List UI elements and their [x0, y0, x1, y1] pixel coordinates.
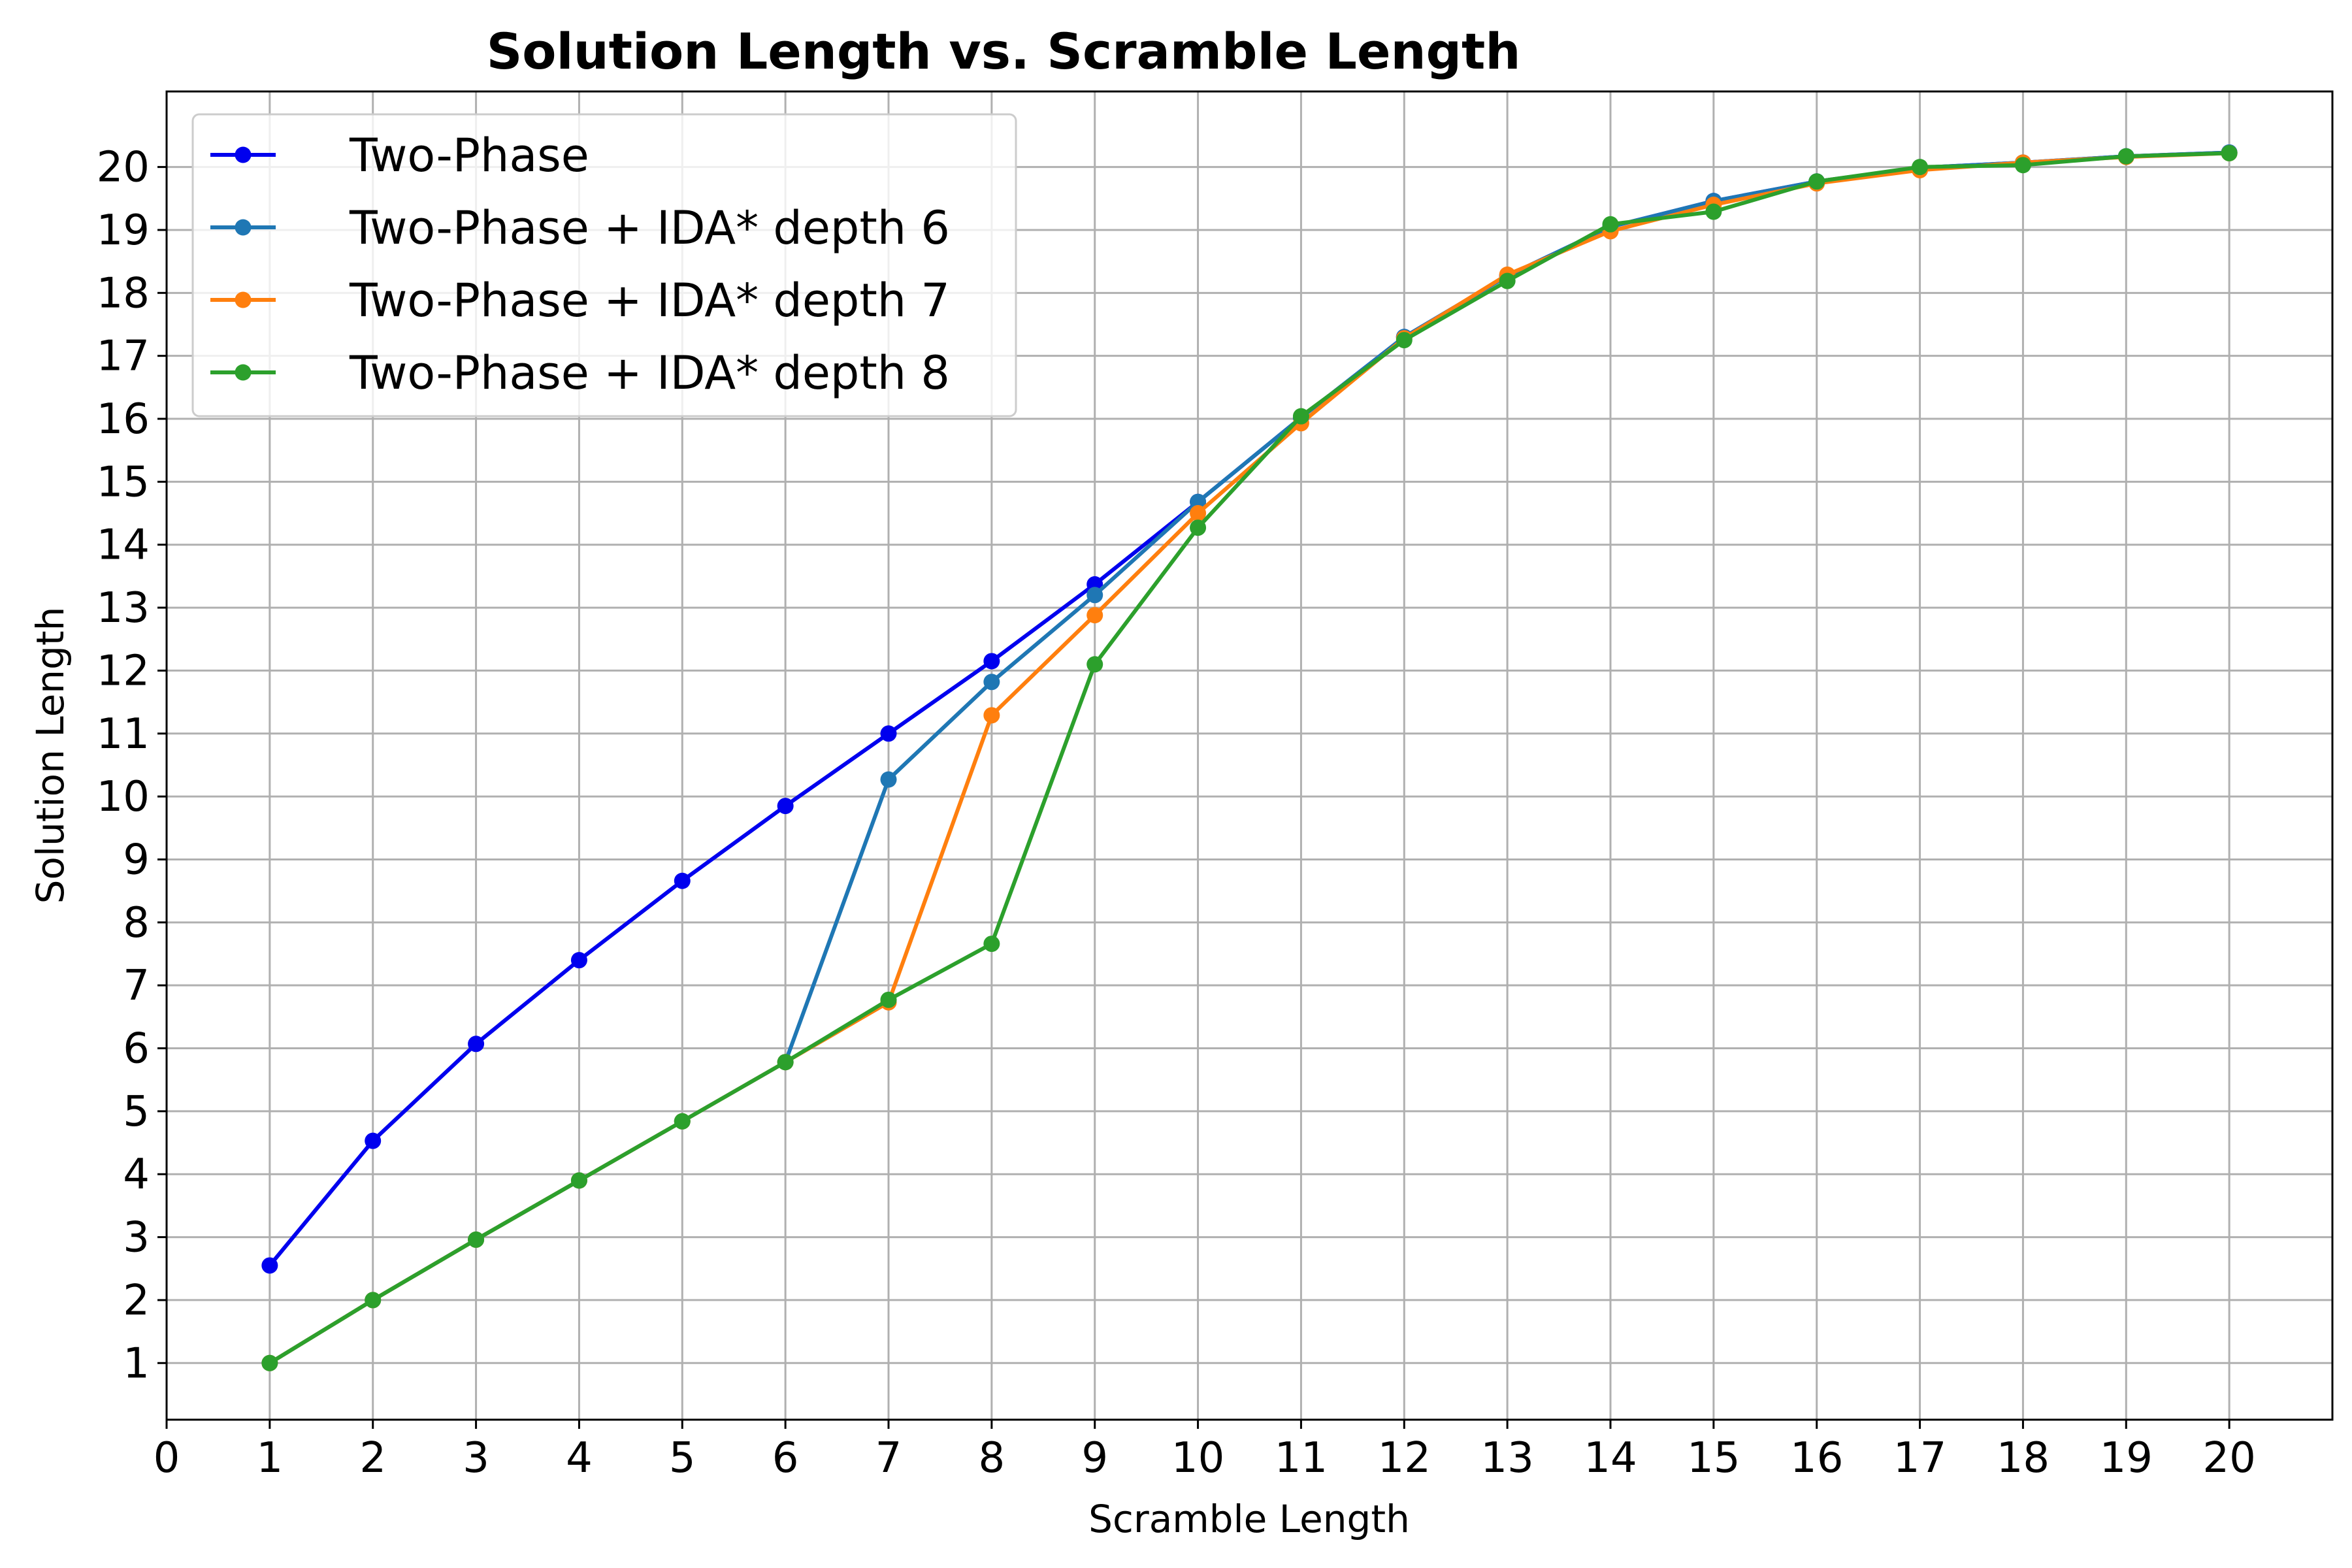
y-tick-label: 8 [123, 899, 150, 947]
data-point [468, 1036, 485, 1053]
data-point [880, 771, 897, 788]
x-tick-label: 12 [1378, 1434, 1431, 1482]
x-tick-label: 18 [1997, 1434, 2050, 1482]
y-tick-label: 2 [123, 1277, 150, 1325]
y-tick-label: 19 [97, 206, 150, 255]
legend-swatch-marker [235, 146, 252, 163]
legend-swatch-marker [235, 219, 252, 236]
y-tick-label: 4 [123, 1151, 150, 1199]
y-tick-label: 7 [123, 962, 150, 1010]
legend-label: Two-Phase [349, 129, 589, 182]
data-point [570, 952, 587, 969]
plot-frame [165, 90, 2334, 1421]
data-point [2221, 144, 2238, 161]
x-tick-label: 4 [566, 1434, 593, 1482]
legend-label: Two-Phase + IDA* depth 6 [349, 201, 950, 255]
data-point [983, 674, 1000, 691]
x-tick-label: 13 [1480, 1434, 1533, 1482]
data-point [261, 1354, 278, 1371]
legend-item: Two-Phase + IDA* depth 6 [210, 201, 950, 255]
data-point [880, 991, 897, 1008]
data-point [674, 872, 691, 889]
legend-swatch-marker [235, 291, 252, 308]
data-point [2117, 148, 2134, 165]
data-point [1086, 656, 1103, 673]
data-point [983, 707, 1000, 724]
y-tick-label: 17 [97, 333, 150, 381]
data-point [1705, 203, 1722, 220]
y-tick-label: 15 [97, 458, 150, 506]
legend-item: Two-Phase + IDA* depth 7 [210, 274, 950, 327]
y-tick-label: 3 [123, 1214, 150, 1262]
legend-label: Two-Phase + IDA* depth 7 [349, 274, 950, 327]
y-tick-label: 14 [97, 521, 150, 570]
x-tick-label: 8 [978, 1434, 1005, 1482]
data-point [1602, 216, 1619, 233]
data-point [880, 725, 897, 742]
legend-box [191, 113, 1017, 417]
data-point [777, 1054, 794, 1071]
y-tick-label: 12 [97, 647, 150, 695]
x-tick-label: 0 [154, 1434, 180, 1482]
x-tick-label: 11 [1275, 1434, 1328, 1482]
y-tick-label: 5 [123, 1088, 150, 1136]
y-tick-label: 18 [97, 269, 150, 318]
data-point [1086, 587, 1103, 604]
y-tick-label: 20 [97, 144, 150, 192]
x-tick-label: 1 [256, 1434, 283, 1482]
data-point [1086, 607, 1103, 624]
data-point [365, 1292, 382, 1309]
data-point [1190, 519, 1207, 536]
data-point [983, 936, 1000, 953]
y-tick-label: 9 [123, 836, 150, 884]
y-tick-label: 6 [123, 1025, 150, 1073]
data-point [1808, 173, 1825, 190]
data-point [468, 1231, 485, 1248]
x-tick-label: 6 [772, 1434, 799, 1482]
x-tick-label: 20 [2202, 1434, 2255, 1482]
data-point [1190, 505, 1207, 522]
y-tick-label: 10 [97, 773, 150, 821]
x-tick-label: 16 [1790, 1434, 1843, 1482]
legend-item: Two-Phase [210, 129, 589, 182]
x-axis-label: Scramble Length [1088, 1497, 1410, 1541]
data-point [2014, 157, 2031, 174]
ticks: 0 1 2 3 4 5 6 7 8 9 10 11 12 13 14 15 16 17 18 19 2012345678… [97, 144, 2256, 1482]
legend: Two-Phase Two-Phase + IDA* depth 6 Two-Pha… [191, 113, 1017, 417]
x-tick-label: 3 [463, 1434, 489, 1482]
y-axis-label: Solution Length [28, 607, 73, 904]
data-point [983, 653, 1000, 670]
x-tick-label: 5 [669, 1434, 696, 1482]
data-point [1912, 159, 1929, 176]
legend-swatch-marker [235, 364, 252, 381]
y-tick-label: 13 [97, 584, 150, 632]
data-point [570, 1172, 587, 1189]
x-tick-label: 19 [2100, 1434, 2153, 1482]
data-point [1499, 272, 1516, 289]
data-point [1396, 332, 1413, 349]
series-3 [261, 144, 2238, 1371]
chart-title: Solution Length vs. Scramble Length [487, 22, 1521, 80]
x-tick-label: 7 [875, 1434, 902, 1482]
x-tick-label: 17 [1893, 1434, 1946, 1482]
x-tick-label: 2 [359, 1434, 386, 1482]
y-tick-label: 11 [97, 710, 150, 759]
data-point [1292, 408, 1309, 425]
data-point [365, 1132, 382, 1149]
x-tick-label: 10 [1171, 1434, 1224, 1482]
data-point [674, 1113, 691, 1130]
legend-label: Two-Phase + IDA* depth 8 [349, 346, 950, 400]
series-layer [261, 144, 2238, 1371]
x-tick-label: 14 [1584, 1434, 1637, 1482]
data-point [261, 1257, 278, 1274]
y-tick-label: 1 [123, 1339, 150, 1388]
legend-item: Two-Phase + IDA* depth 8 [210, 346, 950, 400]
data-point [1190, 493, 1207, 510]
data-point [777, 798, 794, 815]
x-tick-label: 9 [1081, 1434, 1108, 1482]
y-tick-label: 16 [97, 395, 150, 444]
series-line [269, 151, 2230, 1365]
x-tick-label: 15 [1687, 1434, 1740, 1482]
